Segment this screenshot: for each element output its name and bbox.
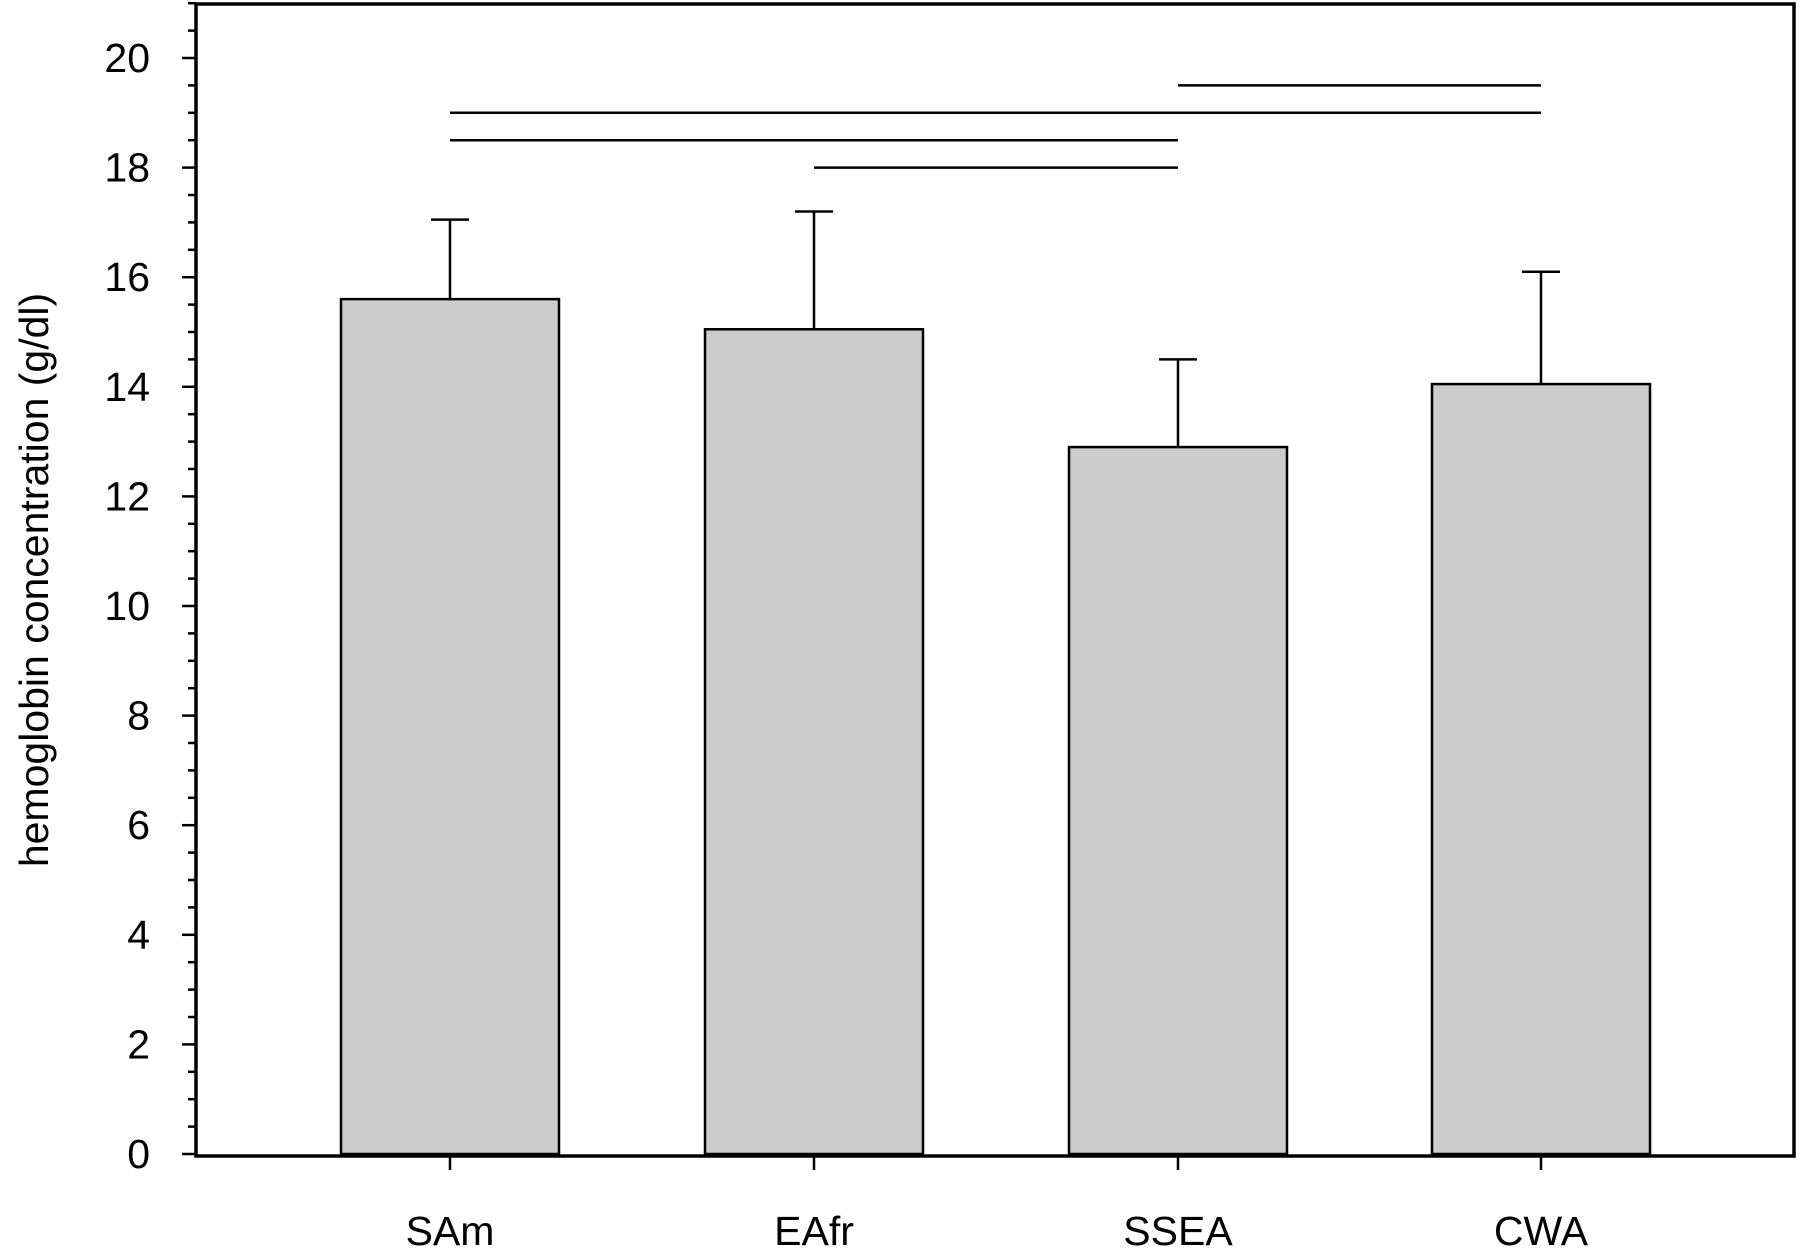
y-tick-label: 20	[104, 35, 150, 81]
x-tick-label-eafr: EAfr	[774, 1208, 854, 1250]
x-tick-label-ssea: SSEA	[1123, 1208, 1233, 1250]
bar-ssea	[1067, 445, 1289, 1156]
y-tick-label: 10	[104, 583, 150, 629]
x-tick-label-cwa: CWA	[1494, 1208, 1589, 1250]
bar-sam	[339, 297, 561, 1156]
bar-eafr	[703, 328, 925, 1156]
y-tick-label: 12	[104, 473, 150, 519]
bar-cwa	[1430, 382, 1652, 1156]
y-axis-title: hemoglobin concentration (g/dl)	[11, 293, 57, 867]
y-tick-label: 14	[104, 364, 150, 410]
y-tick-label: 6	[127, 802, 150, 848]
y-tick-label: 2	[127, 1021, 150, 1067]
y-tick-label: 16	[104, 254, 150, 300]
y-tick-label: 8	[127, 693, 150, 739]
y-tick-label: 0	[127, 1131, 150, 1177]
y-tick-label: 4	[127, 912, 150, 958]
x-tick-label-sam: SAm	[406, 1208, 495, 1250]
plot-frame	[194, 2, 1796, 1158]
y-tick-label: 18	[104, 145, 150, 191]
